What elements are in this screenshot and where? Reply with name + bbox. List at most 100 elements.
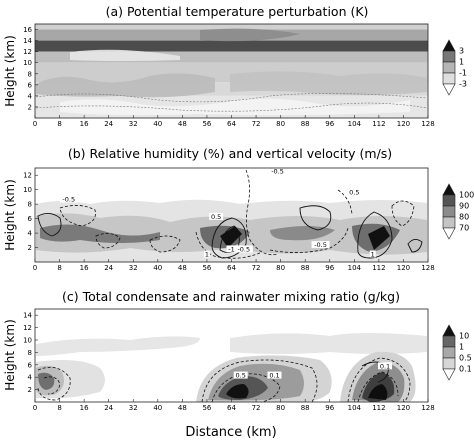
colorbar-swatch	[442, 61, 456, 74]
temperature-band	[35, 24, 428, 30]
colorbar-label: 70	[459, 224, 469, 233]
velocity-contours-negative	[59, 169, 415, 259]
contour-label-bg	[226, 245, 237, 253]
contour-line	[195, 231, 263, 259]
contour-label-bg	[203, 250, 210, 258]
panel-c-contour-labels: 0.5 0.1 0.1	[233, 362, 393, 380]
x-tick-label: 88	[301, 264, 310, 272]
panel-b-yticks: 2 4 6 8 10 12	[23, 172, 38, 252]
contour-line	[149, 235, 181, 253]
colorbar-swatch	[442, 357, 456, 370]
x-tick-label: 104	[348, 404, 362, 412]
contour-label-bg	[268, 168, 287, 175]
colorbar-swatch	[442, 50, 456, 63]
panel-b: (b) Relative humidity (%) and vertical v…	[3, 146, 474, 272]
y-tick-label: 8	[28, 70, 32, 78]
x-tick-label: 128	[421, 404, 434, 412]
contour-line	[245, 169, 279, 256]
contour-label: 0.5	[211, 213, 221, 221]
condensate-region	[36, 336, 200, 356]
colorbar-label: -1	[459, 69, 467, 78]
colorbar-swatch	[442, 335, 456, 348]
x-tick-label: 120	[397, 404, 410, 412]
panel-a-yticks: 2 4 6 8 10 12 14 16	[23, 26, 38, 111]
panel-c-title: (c) Total condensate and rainwater mixin…	[62, 289, 400, 304]
y-tick-label: 4	[28, 374, 33, 382]
contour-line	[35, 102, 428, 112]
x-tick-label: 88	[301, 404, 310, 412]
x-tick-label: 24	[104, 120, 113, 128]
contour-line	[219, 225, 240, 253]
contour-label: 1	[205, 250, 209, 258]
contour-line	[37, 366, 71, 401]
condensate-core	[226, 384, 249, 399]
x-tick-label: 64	[227, 404, 236, 412]
y-tick-label: 10	[23, 337, 32, 345]
x-tick-label: 56	[202, 404, 211, 412]
x-tick-label: 8	[57, 404, 61, 412]
x-tick-label: 40	[153, 120, 162, 128]
y-tick-label: 2	[28, 244, 32, 252]
colorbar-label: 10	[459, 332, 469, 341]
panel-b-title: (b) Relative humidity (%) and vertical v…	[68, 146, 392, 161]
y-tick-label: 2	[28, 103, 32, 111]
colorbar-label: 1	[459, 343, 464, 352]
y-tick-label: 10	[23, 186, 32, 194]
x-tick-label: 24	[104, 264, 113, 272]
y-tick-label: 16	[23, 26, 32, 34]
humidity-region	[40, 224, 160, 243]
contour-line	[59, 205, 96, 227]
contour-label: -0.5	[271, 167, 284, 175]
contour-label: -1	[228, 245, 234, 253]
colorbar-label: 100	[459, 191, 474, 200]
x-tick-label: 48	[178, 120, 187, 128]
x-tick-label: 24	[104, 404, 113, 412]
x-tick-label: 80	[276, 404, 285, 412]
y-tick-label: 6	[28, 361, 33, 369]
panel-a-colorbar: 3 1 -1 -3	[442, 39, 467, 96]
panel-a-blobs	[36, 28, 427, 116]
contour-label: 0.5	[236, 372, 246, 380]
panel-a-xticks: 0 8 16 24 32 40 48 56 64 72 80 88 96 104 112 120 128	[33, 115, 435, 128]
x-tick-label: 16	[80, 404, 89, 412]
y-tick-label: 8	[28, 349, 32, 357]
x-tick-label: 104	[348, 264, 362, 272]
x-tick-label: 0	[33, 404, 37, 412]
colorbar-label: 3	[459, 47, 464, 56]
x-tick-label: 120	[397, 120, 410, 128]
colorbar-label: -3	[459, 80, 467, 89]
contour-line	[35, 93, 428, 103]
contour-line	[201, 359, 318, 402]
x-tick-label: 48	[178, 404, 187, 412]
x-tick-label: 56	[202, 264, 211, 272]
panel-c: (c) Total condensate and rainwater mixin…	[3, 289, 472, 412]
x-tick-label: 96	[325, 264, 334, 272]
x-tick-label: 96	[325, 120, 334, 128]
contour-label: -0.5	[314, 241, 327, 249]
x-tick-label: 40	[153, 404, 162, 412]
contour-label-bg	[209, 212, 224, 220]
temperature-band	[35, 51, 428, 63]
colorbar-label: 0.1	[459, 365, 472, 374]
x-tick-label: 104	[348, 120, 362, 128]
humidity-core	[368, 226, 390, 250]
shade-blob	[200, 28, 300, 42]
colorbar-swatch	[442, 324, 456, 337]
panel-b-xticks: 0 8 16 24 32 40 48 56 64 72 80 88 96 104 112 120 128	[33, 259, 435, 272]
contour-label-bg	[347, 188, 362, 196]
contour-line	[37, 213, 62, 237]
shade-blob	[36, 73, 215, 98]
contour-label-bg	[234, 245, 253, 253]
x-tick-label: 112	[372, 264, 385, 272]
condensate-region	[230, 333, 427, 354]
x-tick-label: 72	[252, 264, 261, 272]
colorbar-swatch	[442, 216, 456, 229]
colorbar-swatch	[442, 368, 456, 381]
y-tick-label: 12	[23, 48, 32, 56]
contour-label-bg	[378, 362, 393, 370]
x-tick-label: 32	[129, 120, 138, 128]
contour-label: 0.5	[349, 188, 359, 196]
y-tick-label: 4	[28, 230, 33, 238]
contour-line	[43, 376, 61, 395]
